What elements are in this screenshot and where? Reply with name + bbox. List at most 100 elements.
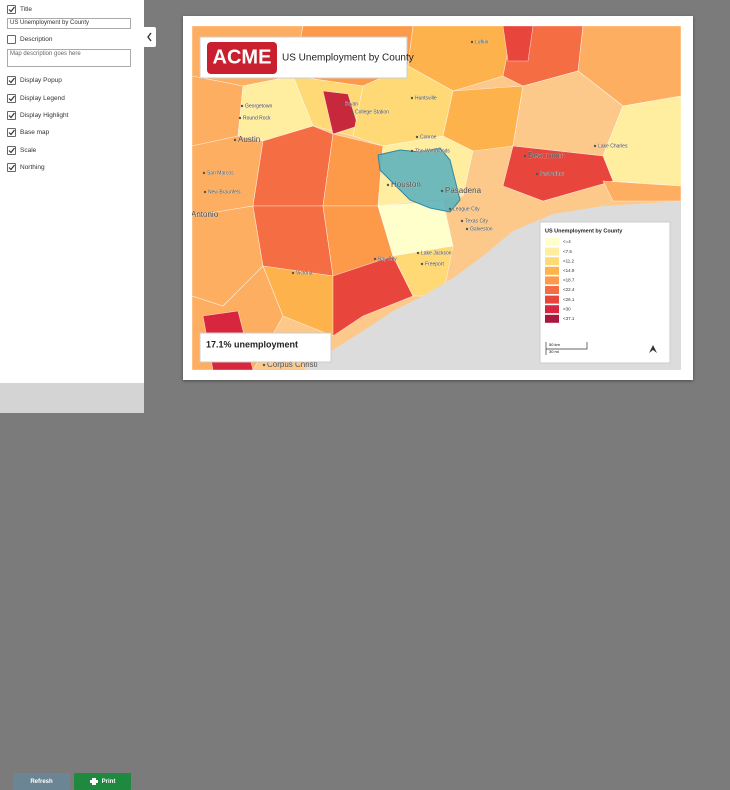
city-dot — [203, 190, 207, 194]
scale: 50 km 30 mi — [545, 342, 588, 355]
city-label: Huntsville — [415, 95, 437, 101]
collapse-tab[interactable] — [144, 27, 156, 47]
legend-label: <11.2 — [563, 258, 575, 263]
print-icon — [89, 778, 98, 785]
checkbox[interactable] — [7, 128, 16, 137]
city-label: Conroe — [420, 134, 437, 140]
city-label: Corpus Christi — [267, 360, 318, 369]
legend: US Unemployment by County <=4 <7.5 <11.2 <1… — [539, 221, 671, 364]
checkbox[interactable] — [7, 94, 16, 103]
city-dot — [240, 104, 244, 108]
legend-label: <26.1 — [563, 297, 575, 302]
legend-swatch — [545, 257, 559, 266]
option-label: Base map — [20, 129, 50, 136]
description-input[interactable]: Map description goes here — [7, 49, 131, 67]
checkbox[interactable] — [7, 163, 16, 172]
city-dot — [238, 116, 242, 120]
city-label: Pasadena — [445, 186, 482, 195]
legend-label: <18.7 — [563, 278, 575, 283]
legend-label: <14.9 — [563, 268, 575, 273]
city-dot — [410, 149, 414, 153]
city-label: Freeport — [425, 261, 445, 267]
city-label: Lufkin — [475, 39, 489, 45]
checkbox[interactable] — [7, 5, 16, 14]
checkbox[interactable] — [7, 76, 16, 85]
legend-title: US Unemployment by County — [545, 228, 623, 234]
city-dot — [410, 96, 414, 100]
checkbox[interactable] — [7, 35, 16, 44]
legend-swatch — [545, 238, 559, 246]
sidebar-footer: Refresh Print — [0, 383, 144, 790]
city-label: New Braunfels — [208, 189, 241, 195]
legend-swatch — [545, 266, 559, 275]
legend-label: <30 — [563, 306, 571, 311]
city-dot — [340, 102, 344, 106]
legend-label: <=4 — [563, 239, 571, 244]
legend-swatch — [545, 286, 559, 294]
print-button[interactable]: Print — [74, 773, 131, 790]
city-label: Port Arthur — [540, 171, 564, 177]
option-label: Display Highlight — [20, 112, 69, 119]
city-label: Galveston — [470, 226, 493, 232]
city-label: Bay City — [378, 256, 397, 262]
city-dot — [373, 257, 377, 261]
city-label: Texas City — [465, 218, 489, 224]
option-label: Northing — [20, 164, 45, 171]
option-row: Display Legend — [7, 94, 65, 103]
city-label: Beaumont — [528, 151, 565, 160]
city-label: Bryan — [345, 101, 358, 107]
city-dot — [440, 189, 444, 193]
city-label: Round Rock — [243, 115, 271, 121]
north-arrow — [649, 345, 657, 353]
city-label: Victoria — [296, 270, 313, 276]
app: Title US Unemployment by County Descriptio… — [0, 0, 693, 790]
checkbox[interactable] — [7, 146, 16, 155]
city-dot — [386, 183, 390, 187]
option-row: Scale — [7, 146, 36, 155]
city-dot — [448, 207, 452, 211]
legend-swatch — [545, 276, 559, 285]
option-label: Display Popup — [20, 77, 62, 84]
print-page: Lufkin Bryan College Station Huntsville Geor… — [183, 16, 693, 380]
city-label: League City — [453, 206, 480, 212]
city-label: The Woodlands — [415, 148, 450, 154]
legend-label: <22.4 — [563, 287, 575, 292]
info-box — [199, 332, 332, 363]
city-dot — [523, 154, 527, 158]
city-label: San Antonio — [183, 210, 219, 219]
city-dot — [350, 110, 354, 114]
city-label: Austin — [238, 135, 260, 144]
option-row: Display Highlight — [7, 111, 68, 120]
city-label: College Station — [355, 109, 389, 115]
title-input[interactable]: US Unemployment by County — [7, 18, 131, 29]
legend-swatch — [545, 247, 559, 256]
city-dot — [460, 219, 464, 223]
city-label: Lake Charles — [598, 143, 628, 149]
city-label: Georgetown — [245, 103, 272, 109]
print-label: Print — [101, 778, 116, 785]
option-label: Display Legend — [20, 95, 65, 102]
checkbox[interactable] — [7, 111, 16, 120]
option-row: Display Popup — [7, 76, 62, 85]
legend-swatch — [545, 295, 559, 304]
city-dot — [233, 138, 237, 142]
city-dot — [420, 262, 424, 266]
legend-swatch — [545, 305, 559, 314]
city-dot — [593, 144, 597, 148]
city-dot — [465, 227, 469, 231]
option-label: Title — [20, 6, 33, 13]
city-label: San Marcos — [207, 170, 234, 176]
city-dot — [202, 171, 206, 175]
refresh-button[interactable]: Refresh — [13, 773, 70, 790]
city-dot — [535, 172, 539, 176]
option-row: Base map — [7, 128, 49, 137]
scale-mi: 30 mi — [549, 349, 559, 354]
city-label: Houston — [391, 180, 421, 189]
legend-label: <37.1 — [563, 316, 575, 321]
city-dot — [262, 363, 266, 367]
option-row: Title — [7, 5, 32, 14]
sidebar: Title US Unemployment by County Descriptio… — [0, 0, 144, 383]
option-label: Scale — [20, 147, 37, 154]
map: Lufkin Bryan College Station Huntsville Geor… — [183, 26, 681, 370]
city-label: Lake Jackson — [421, 250, 452, 256]
